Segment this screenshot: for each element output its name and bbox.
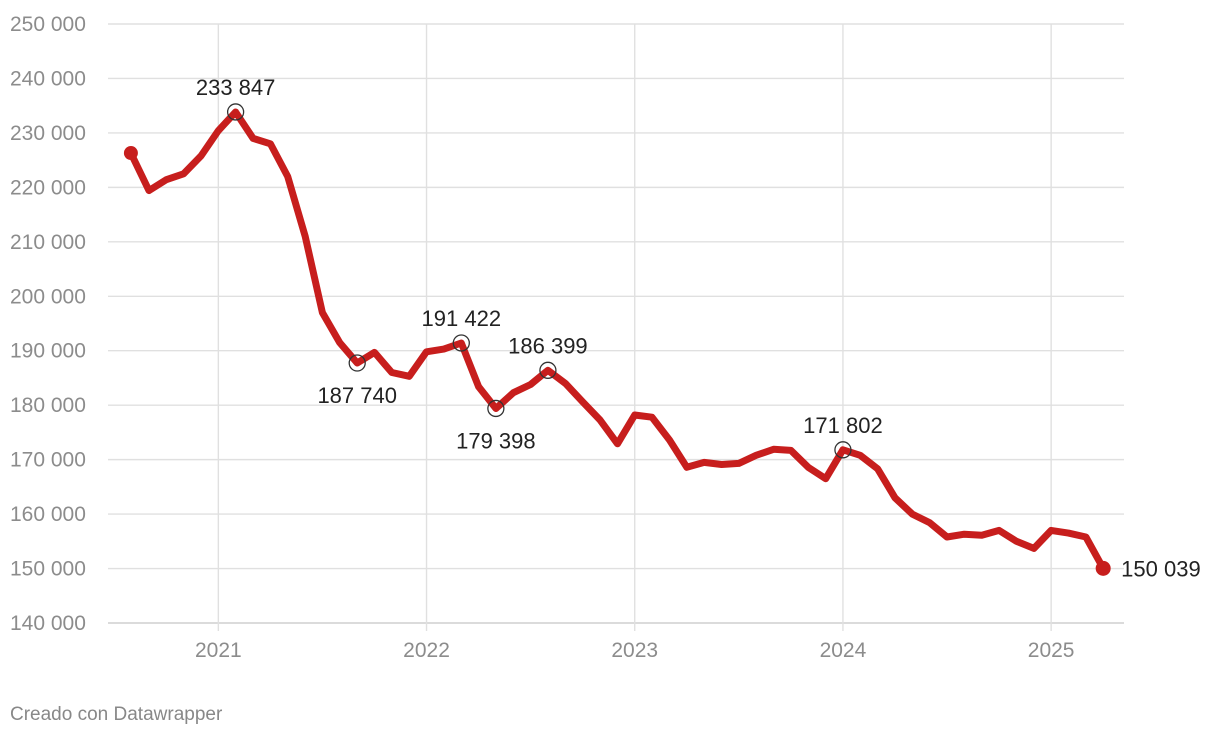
x-tick-label: 2021 bbox=[195, 639, 242, 662]
annotation-marker bbox=[539, 361, 557, 379]
annotations-layer: 233 847 187 740 191 422 179 398 186 399 171 8… bbox=[123, 75, 1201, 581]
annotation-marker bbox=[452, 334, 470, 352]
y-tick-label: 180 000 bbox=[10, 394, 86, 417]
y-tick-label: 220 000 bbox=[10, 176, 86, 199]
series-line-valor bbox=[127, 108, 1107, 572]
credit-text: Creado con Datawrapper bbox=[10, 704, 223, 725]
series-layer bbox=[127, 108, 1107, 572]
data-label: 179 398 bbox=[456, 428, 536, 453]
data-label: 233 847 bbox=[196, 75, 276, 100]
annotation-marker bbox=[226, 103, 245, 121]
y-axis: 140 000 150 000 160 000 170 000 180 000 190 0… bbox=[10, 13, 86, 635]
y-tick-label: 170 000 bbox=[10, 449, 86, 472]
annotation-marker bbox=[348, 354, 366, 372]
annotation-marker bbox=[834, 441, 852, 459]
y-tick-label: 140 000 bbox=[10, 612, 86, 635]
x-tick-label: 2024 bbox=[820, 639, 867, 662]
y-tick-label: 150 000 bbox=[10, 558, 86, 581]
y-tick-label: 190 000 bbox=[10, 340, 86, 363]
y-tick-label: 210 000 bbox=[10, 231, 86, 254]
data-label: 191 422 bbox=[422, 306, 502, 331]
end-point-dot bbox=[1095, 560, 1111, 576]
line-chart: 140 000 150 000 160 000 170 000 180 000 190 0… bbox=[10, 13, 1201, 662]
data-label: 171 802 bbox=[803, 413, 883, 438]
y-tick-label: 250 000 bbox=[10, 13, 86, 36]
x-tick-label: 2023 bbox=[611, 639, 658, 662]
x-tick-label: 2025 bbox=[1028, 639, 1075, 662]
data-label: 187 740 bbox=[317, 383, 397, 408]
x-gridlines bbox=[217, 24, 1052, 631]
data-label: 186 399 bbox=[508, 333, 588, 358]
y-tick-label: 160 000 bbox=[10, 503, 86, 526]
data-label: 150 039 bbox=[1121, 556, 1201, 581]
y-tick-label: 240 000 bbox=[10, 67, 86, 90]
y-tick-label: 230 000 bbox=[10, 122, 86, 145]
x-tick-label: 2022 bbox=[403, 639, 450, 662]
start-point-dot bbox=[123, 146, 138, 161]
annotation-marker bbox=[487, 399, 505, 418]
x-axis: 2021 2022 2023 2024 2025 bbox=[195, 639, 1075, 662]
y-gridlines bbox=[108, 23, 1124, 624]
y-tick-label: 200 000 bbox=[10, 285, 86, 308]
